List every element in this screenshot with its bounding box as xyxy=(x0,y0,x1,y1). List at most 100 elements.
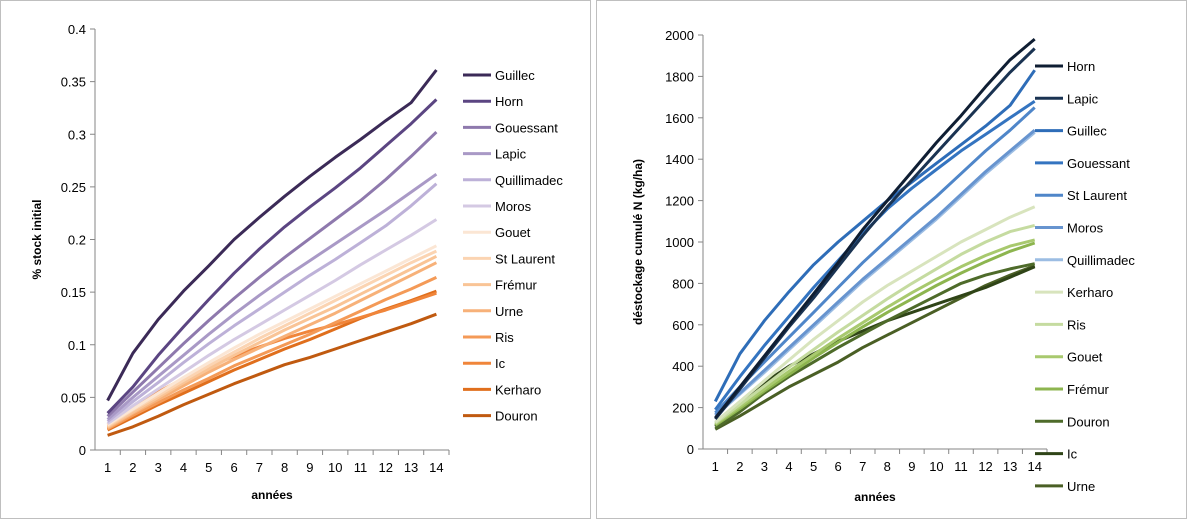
legend-label-st-laurent: St Laurent xyxy=(1067,188,1127,203)
y-tick-label: 1000 xyxy=(665,235,694,250)
x-tick-label: 8 xyxy=(281,460,288,475)
legend-label-lapic: Lapic xyxy=(1067,91,1099,106)
x-tick-label: 6 xyxy=(230,460,237,475)
y-tick-label: 0 xyxy=(79,443,86,458)
series-line-gouessant xyxy=(106,131,438,418)
legend-label-fr-mur: Frémur xyxy=(495,278,538,293)
legend-label-quillimadec: Quillimadec xyxy=(1067,253,1135,268)
y-tick-label: 1200 xyxy=(665,194,694,209)
series-line-gouet xyxy=(106,244,438,426)
y-tick-label: 0.15 xyxy=(61,285,86,300)
series-line-quillimadec xyxy=(714,131,1036,418)
x-tick-label: 13 xyxy=(1003,459,1017,474)
x-tick-label: 14 xyxy=(429,460,443,475)
x-tick-label: 1 xyxy=(712,459,719,474)
y-tick-label: 600 xyxy=(672,318,694,333)
legend-label-horn: Horn xyxy=(1067,59,1095,74)
series-line-kerharo xyxy=(714,205,1036,424)
y-tick-label: 400 xyxy=(672,359,694,374)
legend-label-fr-mur: Frémur xyxy=(1067,382,1110,397)
legend-label-douron: Douron xyxy=(495,409,538,424)
x-tick-label: 9 xyxy=(306,460,313,475)
chart-panel-stock-initial: 0 0.05 0.1 0.15 0.2 0.25 0.3 0.35 0.4 1 2 3 4 5 6 7 8 9 10… xyxy=(0,0,591,519)
x-tick-label: 4 xyxy=(180,460,187,475)
y-tick-label: 0.4 xyxy=(68,22,86,37)
series-line-ris xyxy=(714,223,1036,425)
series-line-guillec xyxy=(713,69,1036,403)
y-tick-label: 1800 xyxy=(665,69,694,84)
x-tick-label: 5 xyxy=(810,459,817,474)
series-line-douron xyxy=(714,262,1036,430)
x-tick-label: 11 xyxy=(354,460,368,475)
legend-label-gouessant: Gouessant xyxy=(495,120,558,135)
legend-label-ris: Ris xyxy=(1067,317,1086,332)
legend-label-moros: Moros xyxy=(1067,221,1104,236)
y-axis-title: déstockage cumulé N (kg/ha) xyxy=(631,159,645,325)
legend-label-ic: Ic xyxy=(1067,447,1078,462)
legend-label-quillimadec: Quillimadec xyxy=(495,173,563,188)
y-tick-label: 0.35 xyxy=(61,75,86,90)
series-line-quillimadec xyxy=(106,182,438,423)
legend-label-urne: Urne xyxy=(495,304,523,319)
series-line-kerharo xyxy=(106,289,437,432)
legend-label-ic: Ic xyxy=(495,356,506,371)
x-tick-label: 11 xyxy=(954,459,968,474)
chart-panel-destockage: 0 200 400 600 800 1000 1200 1400 1600 1800 2000 1 2 3… xyxy=(596,0,1187,519)
series-line-st-laurent xyxy=(714,106,1036,414)
legend-label-douron: Douron xyxy=(1067,414,1110,429)
legend-label-guillec: Guillec xyxy=(1067,124,1107,139)
x-tick-label: 6 xyxy=(835,459,842,474)
y-tick-label: 0.2 xyxy=(68,233,86,248)
y-tick-label: 1600 xyxy=(665,111,694,126)
series-line-moros xyxy=(714,129,1036,416)
x-tick-label: 12 xyxy=(379,460,393,475)
legend-label-kerharo: Kerharo xyxy=(495,382,541,397)
legend-label-gouet: Gouet xyxy=(1067,350,1103,365)
x-tick-label: 12 xyxy=(978,459,992,474)
y-axis-title: % stock initial xyxy=(30,199,44,279)
legend-label-guillec: Guillec xyxy=(495,68,535,83)
series-line-horn xyxy=(106,98,438,415)
series-line-lapic xyxy=(106,172,438,421)
x-tick-label: 2 xyxy=(736,459,743,474)
y-tick-label: 800 xyxy=(672,276,694,291)
x-tick-label: 5 xyxy=(205,460,212,475)
x-tick-label: 3 xyxy=(155,460,162,475)
x-tick-label: 10 xyxy=(328,460,342,475)
series-line-moros xyxy=(106,218,438,425)
legend-label-moros: Moros xyxy=(495,199,532,214)
chart-svg-stock-initial: 00.050.10.150.20.250.30.350.41 2 3 4 5 6 7 8 9 10… xyxy=(30,22,563,502)
series-line-douron xyxy=(107,312,437,437)
legend-label-ris: Ris xyxy=(495,330,514,345)
x-tick-label: 7 xyxy=(256,460,263,475)
series-line-fr-mur xyxy=(714,241,1036,427)
x-tick-label: 2 xyxy=(129,460,136,475)
series-line-st-laurent xyxy=(106,249,438,428)
legend-label-gouet: Gouet xyxy=(495,225,531,240)
series-line-guillec xyxy=(106,69,438,402)
x-tick-label: 14 xyxy=(1027,459,1041,474)
legend-label-urne: Urne xyxy=(1067,479,1095,494)
x-tick-label: 13 xyxy=(404,460,418,475)
x-axis-title: années xyxy=(251,488,293,502)
y-tick-label: 0 xyxy=(687,442,694,457)
series-line-urne xyxy=(106,261,438,430)
x-axis-title: années xyxy=(854,490,896,504)
series-line-gouet xyxy=(714,238,1036,426)
y-tick-label: 0.25 xyxy=(61,180,86,195)
y-tick-label: 0.05 xyxy=(61,390,86,405)
x-tick-label: 9 xyxy=(908,459,915,474)
legend-label-horn: Horn xyxy=(495,94,523,109)
x-tick-label: 10 xyxy=(929,459,943,474)
legend-label-lapic: Lapic xyxy=(495,147,527,162)
legend-label-kerharo: Kerharo xyxy=(1067,285,1113,300)
series-line-ris xyxy=(106,276,438,431)
x-tick-label: 8 xyxy=(884,459,891,474)
x-tick-label: 4 xyxy=(785,459,792,474)
y-tick-label: 200 xyxy=(672,401,694,416)
x-tick-label: 1 xyxy=(104,460,111,475)
legend-label-gouessant: Gouessant xyxy=(1067,156,1130,171)
x-tick-label: 7 xyxy=(859,459,866,474)
y-tick-label: 2000 xyxy=(665,28,694,43)
